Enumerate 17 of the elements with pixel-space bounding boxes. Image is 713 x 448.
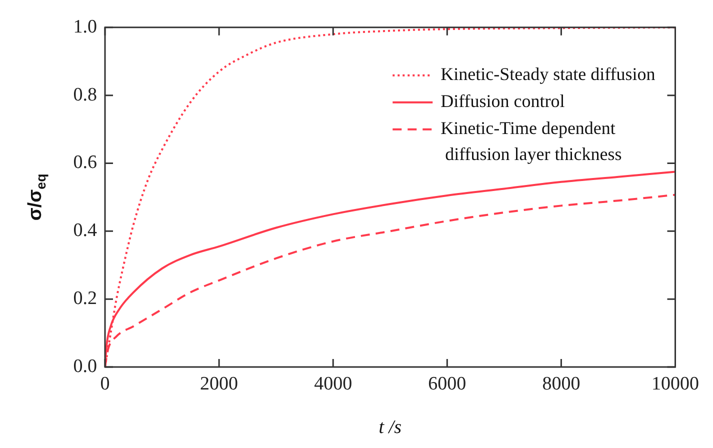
y-tick-label: 0.2 xyxy=(73,288,97,310)
x-tick-label: 6000 xyxy=(428,373,466,394)
y-tick-label: 1.0 xyxy=(73,16,97,38)
legend-label: Diffusion control xyxy=(440,91,565,112)
y-axis-title: σ/σeq xyxy=(25,174,48,221)
x-tick-label: 2000 xyxy=(200,373,238,394)
legend-label: Kinetic-Steady state diffusion xyxy=(440,64,656,84)
y-tick-label: 0.6 xyxy=(73,152,97,174)
x-tick-label: 0 xyxy=(100,373,110,394)
x-tick-label: 8000 xyxy=(542,373,580,394)
x-tick-label: 4000 xyxy=(314,373,352,394)
x-axis-title: t /s xyxy=(378,417,402,438)
y-tick-label: 0.4 xyxy=(73,220,98,242)
legend-label: Kinetic-Time dependent diffusion layer thickness xyxy=(440,118,622,164)
x-tick-label: 10000 xyxy=(652,373,699,394)
y-tick-label: 0.8 xyxy=(73,84,97,106)
y-tick-label: 0.0 xyxy=(73,356,97,377)
